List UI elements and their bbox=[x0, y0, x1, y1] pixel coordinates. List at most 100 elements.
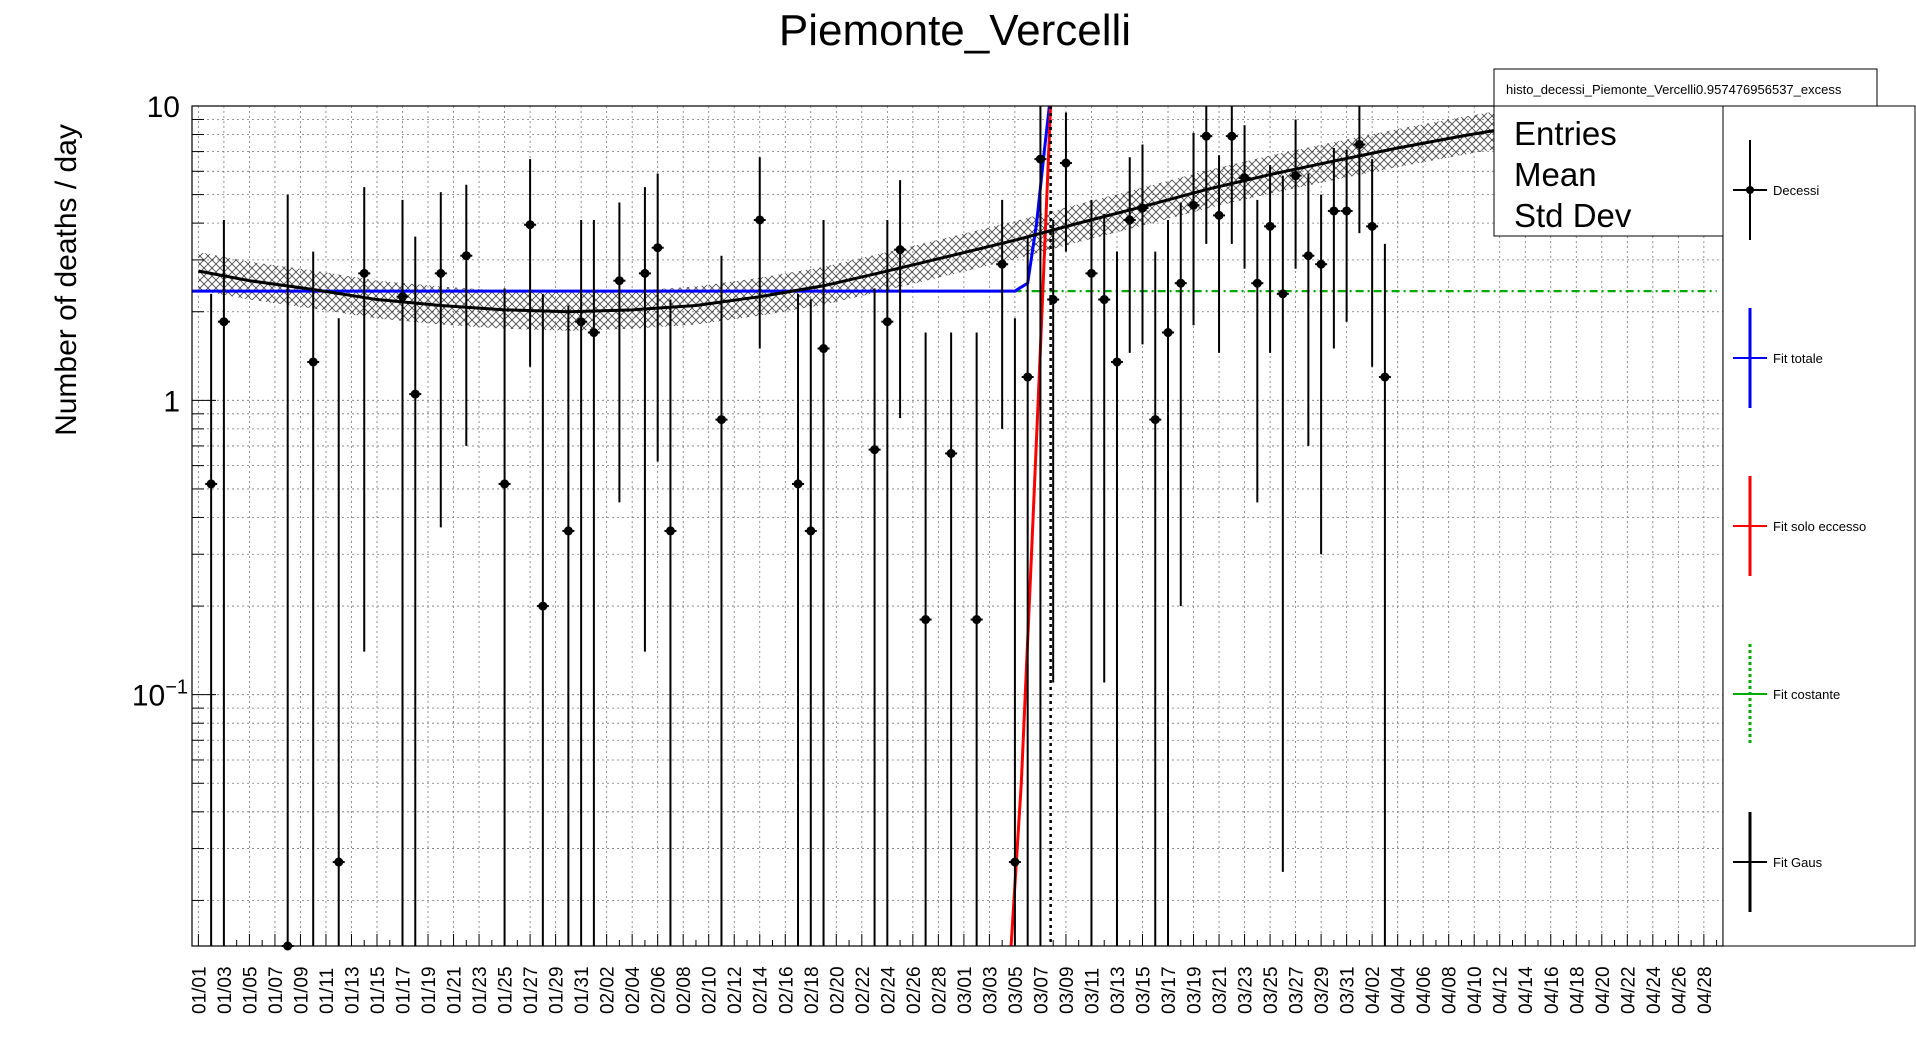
x-tick-label: 01/09 bbox=[291, 966, 312, 1014]
fit-gaus-band bbox=[198, 106, 1704, 331]
x-tick-label: 02/12 bbox=[725, 966, 746, 1014]
data-point bbox=[870, 445, 880, 455]
x-tick-label: 01/03 bbox=[215, 966, 236, 1014]
chart-title: Piemonte_Vercelli bbox=[779, 6, 1131, 55]
data-point bbox=[755, 215, 765, 225]
legend: Decessi Fit totale Fit solo eccesso Fit cos… bbox=[1722, 105, 1916, 947]
data-point bbox=[1176, 278, 1186, 288]
x-tick-label: 04/12 bbox=[1491, 966, 1512, 1014]
x-tick-label: 02/08 bbox=[674, 966, 695, 1014]
data-point bbox=[946, 448, 956, 458]
x-tick-label: 02/24 bbox=[878, 966, 899, 1014]
data-point bbox=[589, 328, 599, 338]
data-point bbox=[1189, 200, 1199, 210]
x-tick-label: 03/19 bbox=[1185, 966, 1206, 1014]
data-point bbox=[359, 268, 369, 278]
data-point bbox=[525, 220, 535, 230]
data-point bbox=[819, 344, 829, 354]
x-tick-label: 04/10 bbox=[1465, 966, 1486, 1014]
x-tick-label: 03/11 bbox=[1082, 968, 1103, 1014]
y-tick-label: 10−1 bbox=[132, 677, 188, 713]
stats-box-frame bbox=[1493, 105, 1725, 237]
legend-entry: Decessi bbox=[1733, 140, 1819, 240]
data-point bbox=[1227, 131, 1237, 141]
legend-label: Fit solo eccesso bbox=[1773, 519, 1866, 534]
data-point bbox=[538, 601, 548, 611]
data-point bbox=[398, 292, 408, 302]
y-axis-label: Number of deaths / day bbox=[50, 124, 83, 436]
data-point bbox=[1035, 154, 1045, 164]
x-tick-label: 03/15 bbox=[1133, 966, 1154, 1014]
x-tick-label: 01/05 bbox=[240, 966, 261, 1014]
x-tick-label: 04/22 bbox=[1618, 966, 1639, 1014]
fit-solo-eccesso-line bbox=[1009, 106, 1053, 946]
x-tick-label: 01/01 bbox=[189, 966, 210, 1014]
x-tick-label: 01/23 bbox=[470, 966, 491, 1014]
legend-label: Decessi bbox=[1773, 183, 1819, 198]
x-tick-label: 03/03 bbox=[980, 966, 1001, 1014]
x-tick-label: 03/13 bbox=[1108, 966, 1129, 1014]
x-tick-label: 04/08 bbox=[1440, 966, 1461, 1014]
data-point bbox=[1201, 131, 1211, 141]
data-point bbox=[1086, 268, 1096, 278]
data-point bbox=[1342, 206, 1352, 216]
data-point bbox=[576, 317, 586, 327]
data-point bbox=[334, 857, 344, 867]
x-tick-label: 04/02 bbox=[1363, 966, 1384, 1014]
data-point bbox=[716, 415, 726, 425]
x-tick-label: 02/14 bbox=[751, 966, 772, 1014]
x-tick-label: 01/27 bbox=[521, 966, 542, 1014]
x-tick-label: 04/24 bbox=[1644, 966, 1665, 1014]
data-point bbox=[1099, 295, 1109, 305]
data-point bbox=[1023, 372, 1033, 382]
data-point bbox=[997, 259, 1007, 269]
data-point bbox=[1061, 158, 1071, 168]
x-tick-label: 02/22 bbox=[853, 966, 874, 1014]
legend-entry: Fit Gaus bbox=[1733, 812, 1823, 912]
data-point bbox=[308, 357, 318, 367]
data-point bbox=[1137, 203, 1147, 213]
x-tick-label: 01/19 bbox=[419, 966, 440, 1014]
y-tick-label: 1 bbox=[163, 385, 180, 418]
x-tick-label: 03/09 bbox=[1057, 966, 1078, 1014]
x-tick-label: 02/02 bbox=[598, 966, 619, 1014]
x-tick-label: 03/01 bbox=[955, 966, 976, 1014]
x-tick-label: 01/13 bbox=[342, 966, 363, 1014]
x-tick-label: 02/26 bbox=[904, 966, 925, 1014]
legend-entry: Fit solo eccesso bbox=[1733, 476, 1866, 576]
data-point bbox=[1329, 206, 1339, 216]
x-tick-label: 03/29 bbox=[1312, 966, 1333, 1014]
x-tick-label: 03/31 bbox=[1338, 966, 1359, 1014]
stats-box-row: Mean bbox=[1514, 156, 1597, 193]
legend-label: Fit Gaus bbox=[1773, 855, 1823, 870]
x-tick-label: 03/05 bbox=[1006, 966, 1027, 1014]
stats-box: histo_decessi_Piemonte_Vercelli0.9574769… bbox=[1493, 68, 1878, 237]
x-tick-label: 01/11 bbox=[317, 968, 338, 1014]
data-point bbox=[665, 526, 675, 536]
data-point bbox=[806, 526, 816, 536]
x-tick-label: 02/06 bbox=[649, 966, 670, 1014]
data-point bbox=[895, 245, 905, 255]
data-point bbox=[1316, 259, 1326, 269]
x-tick-label: 01/25 bbox=[496, 966, 517, 1014]
legend-label: Fit totale bbox=[1773, 351, 1823, 366]
data-point bbox=[1150, 415, 1160, 425]
x-tick-label: 02/04 bbox=[623, 966, 644, 1014]
data-point bbox=[1380, 372, 1390, 382]
legend-swatch-marker bbox=[1746, 186, 1754, 194]
data-point bbox=[972, 615, 982, 625]
data-point bbox=[1252, 278, 1262, 288]
x-tick-label: 03/07 bbox=[1031, 966, 1052, 1014]
legend-label: Fit costante bbox=[1773, 687, 1840, 702]
x-tick-label: 01/17 bbox=[394, 966, 415, 1014]
data-point bbox=[461, 251, 471, 261]
data-point bbox=[206, 479, 216, 489]
data-point bbox=[1367, 221, 1377, 231]
data-point bbox=[1303, 251, 1313, 261]
x-tick-label: 01/31 bbox=[572, 966, 593, 1014]
data-point bbox=[563, 526, 573, 536]
data-point bbox=[1214, 210, 1224, 220]
y-tick-label-exponent: −1 bbox=[165, 677, 188, 699]
data-point bbox=[1240, 173, 1250, 183]
